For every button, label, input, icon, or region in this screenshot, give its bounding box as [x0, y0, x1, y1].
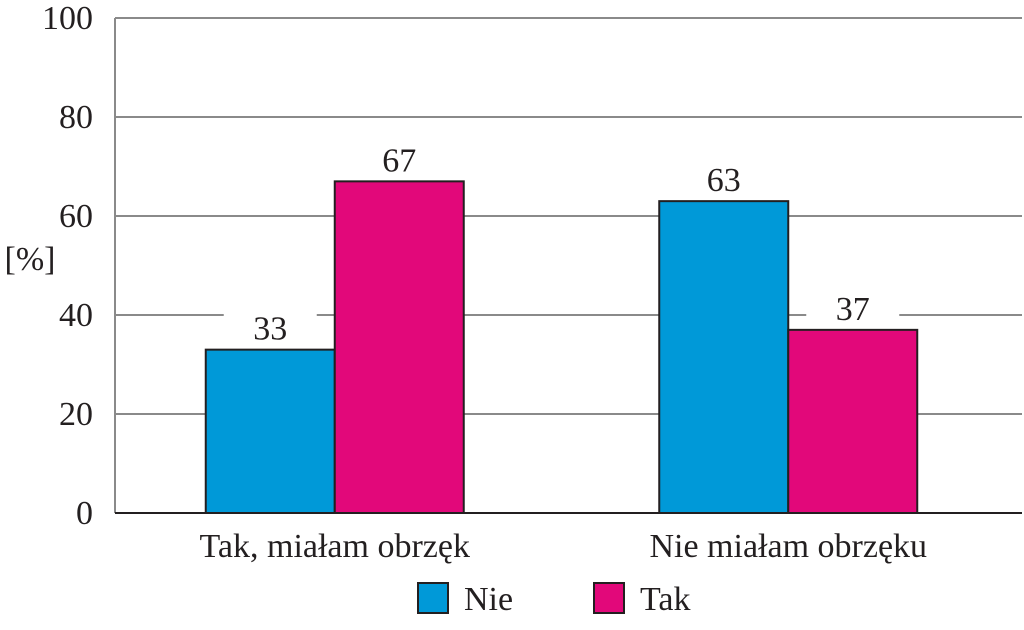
y-tick-label: 60 — [59, 198, 93, 235]
data-label-backing — [677, 161, 771, 198]
y-axis-title: [%] — [5, 241, 56, 278]
category-label: Nie miałam obrzęku — [649, 528, 927, 565]
data-label: 37 — [836, 291, 870, 328]
bar-nie — [204, 348, 336, 514]
legend-label-tak: Tak — [640, 581, 691, 618]
data-label: 67 — [382, 142, 416, 179]
data-label: 63 — [707, 162, 741, 199]
bar-tak — [333, 180, 465, 514]
data-label-backing — [806, 289, 900, 326]
legend: Nie Tak — [417, 581, 691, 618]
bar-nie — [658, 200, 790, 514]
bars: 33 67 63 37 — [204, 141, 919, 514]
data-label-backing — [352, 141, 446, 178]
legend-swatch-nie — [417, 582, 449, 614]
data-label-backing — [223, 309, 317, 346]
data-label: 33 — [253, 311, 287, 348]
y-tick-label: 80 — [59, 99, 93, 136]
category-label: Tak, miałam obrzęk — [200, 528, 470, 565]
bar-tak — [787, 328, 919, 514]
x-axis: Tak, miałam obrzęk Nie miałam obrzęku — [115, 512, 1022, 565]
y-tick-label: 40 — [59, 297, 93, 334]
y-tick-label: 0 — [76, 495, 93, 532]
legend-swatch-tak — [593, 582, 625, 614]
y-tick-label: 20 — [59, 396, 93, 433]
y-tick-label: 100 — [42, 0, 93, 37]
legend-label-nie: Nie — [464, 581, 513, 618]
y-axis: 0 20 40 60 80 100 — [42, 0, 116, 532]
